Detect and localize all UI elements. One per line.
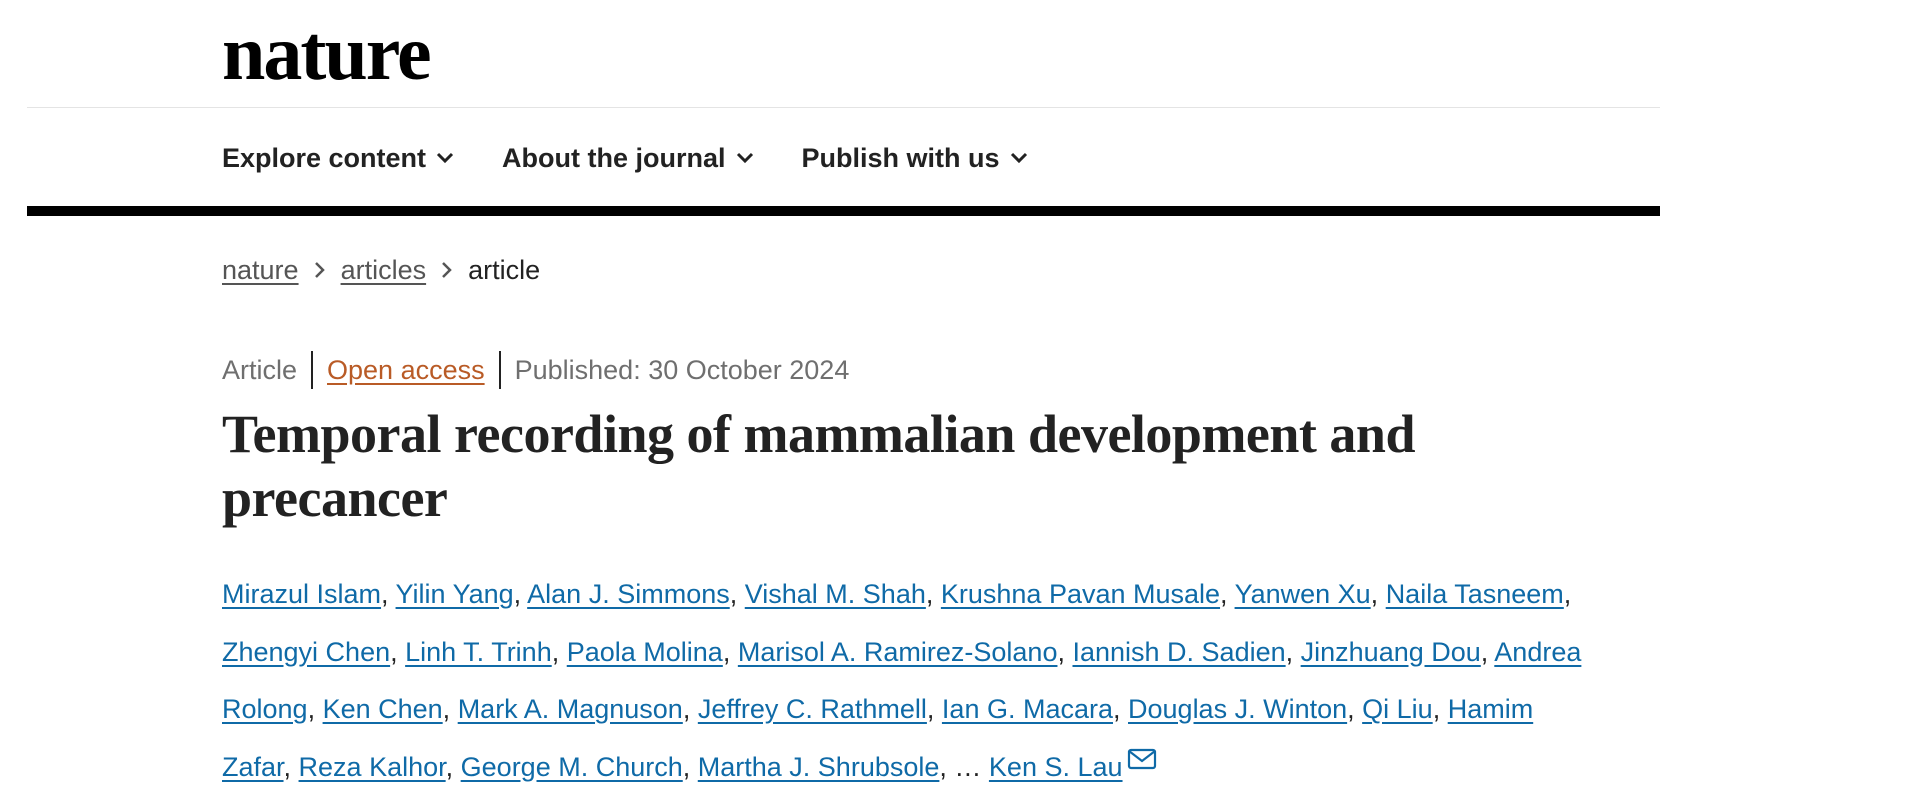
- nature-logo[interactable]: nature: [222, 9, 432, 96]
- author-separator: ,: [1113, 694, 1129, 724]
- author-separator: ,: [390, 636, 406, 667]
- breadcrumb-current: article: [468, 254, 541, 285]
- author-separator: ,: [926, 694, 942, 724]
- author-link[interactable]: Linh T. Trinh: [405, 636, 552, 667]
- author-separator: ,: [513, 579, 528, 609]
- author-ellipsis: …: [954, 751, 982, 782]
- author-link[interactable]: Yilin Yang: [395, 579, 514, 609]
- author-link[interactable]: Hamim Zafar: [222, 694, 1534, 782]
- author-separator: ,: [1480, 636, 1495, 667]
- nav-bottom-bar: [27, 206, 1660, 216]
- author-link[interactable]: Andrea Rolong: [222, 636, 1582, 725]
- chevron-down-icon: [1010, 152, 1027, 164]
- author-links: Mirazul Islam, Yilin Yang, Alan J. Simmo…: [222, 579, 1581, 782]
- author-separator: ,: [442, 694, 458, 724]
- author-separator: ,: [381, 579, 396, 609]
- mail-icon[interactable]: [1127, 748, 1157, 770]
- author-separator: ,: [1432, 694, 1448, 724]
- author-list: Mirazul Islam, Yilin Yang, Alan J. Simmo…: [222, 566, 1602, 796]
- nav-about-the-journal[interactable]: About the journal: [502, 143, 753, 174]
- header-divider: [27, 107, 1660, 108]
- meta-divider: [498, 351, 501, 389]
- author-link[interactable]: Paola Molina: [566, 636, 723, 667]
- nav-about-the-journal-label: About the journal: [502, 142, 726, 173]
- author-link[interactable]: Jeffrey C. Rathmell: [697, 694, 927, 724]
- author-separator: ,: [283, 751, 299, 782]
- author-link[interactable]: Alan J. Simmons: [527, 579, 730, 609]
- author-separator: ,: [682, 751, 698, 782]
- published-date: Published: 30 October 2024: [514, 354, 850, 385]
- author-link[interactable]: Mark A. Magnuson: [457, 694, 683, 724]
- article-type: Article: [222, 354, 298, 385]
- author-separator: ,: [939, 751, 955, 782]
- author-link[interactable]: Jinzhuang Dou: [1300, 636, 1481, 667]
- breadcrumb-articles[interactable]: articles: [340, 254, 427, 285]
- open-access-link[interactable]: Open access: [327, 354, 485, 385]
- nav-publish-with-us-label: Publish with us: [801, 142, 1000, 173]
- author-link[interactable]: Iannish D. Sadien: [1072, 636, 1286, 667]
- nav-explore-content[interactable]: Explore content: [222, 143, 454, 174]
- author-link[interactable]: Krushna Pavan Musale: [940, 579, 1221, 609]
- author-link-corresponding[interactable]: Ken S. Lau: [988, 751, 1123, 782]
- article-title: Temporal recording of mammalian developm…: [222, 404, 1415, 528]
- breadcrumb: nature articles article: [222, 252, 540, 288]
- chevron-right-icon: [442, 262, 452, 278]
- author-link[interactable]: Vishal M. Shah: [744, 579, 926, 609]
- chevron-down-icon: [736, 152, 753, 164]
- author-separator: ,: [682, 694, 698, 724]
- author-separator: ,: [551, 636, 567, 667]
- author-link[interactable]: Naila Tasneem: [1385, 579, 1564, 609]
- author-separator: ,: [445, 751, 461, 782]
- nav-publish-with-us[interactable]: Publish with us: [802, 143, 1028, 174]
- author-link[interactable]: Marisol A. Ramirez-Solano: [737, 636, 1058, 667]
- author-separator: ,: [1057, 636, 1073, 667]
- meta-divider: [311, 351, 314, 389]
- author-separator: ,: [925, 579, 941, 609]
- article-meta: Article Open access Published: 30 Octobe…: [222, 350, 849, 390]
- author-link[interactable]: Yanwen Xu: [1234, 579, 1371, 609]
- author-link[interactable]: Mirazul Islam: [222, 579, 382, 609]
- author-link[interactable]: George M. Church: [460, 751, 683, 782]
- author-link[interactable]: Ken Chen: [322, 694, 443, 724]
- author-link[interactable]: Martha J. Shrubsole: [697, 751, 940, 782]
- author-link[interactable]: Reza Kalhor: [298, 751, 446, 782]
- author-separator: ,: [1370, 579, 1386, 609]
- author-link[interactable]: Qi Liu: [1362, 694, 1433, 724]
- chevron-right-icon: [314, 262, 325, 278]
- author-separator: ,: [1563, 579, 1572, 609]
- author-separator: ,: [1285, 636, 1301, 667]
- author-link[interactable]: Ian G. Macara: [941, 694, 1113, 724]
- main-nav: Explore content About the journal Publis…: [222, 140, 1028, 176]
- author-link[interactable]: Douglas J. Winton: [1128, 694, 1348, 724]
- breadcrumb-nature[interactable]: nature: [222, 254, 299, 285]
- author-separator: ,: [1220, 579, 1235, 609]
- author-separator: ,: [722, 636, 738, 667]
- author-separator: ,: [307, 694, 323, 724]
- chevron-down-icon: [436, 152, 454, 164]
- author-link[interactable]: Zhengyi Chen: [222, 636, 391, 667]
- author-separator: ,: [729, 579, 745, 609]
- nav-explore-content-label: Explore content: [222, 142, 427, 173]
- author-separator: ,: [1347, 694, 1363, 724]
